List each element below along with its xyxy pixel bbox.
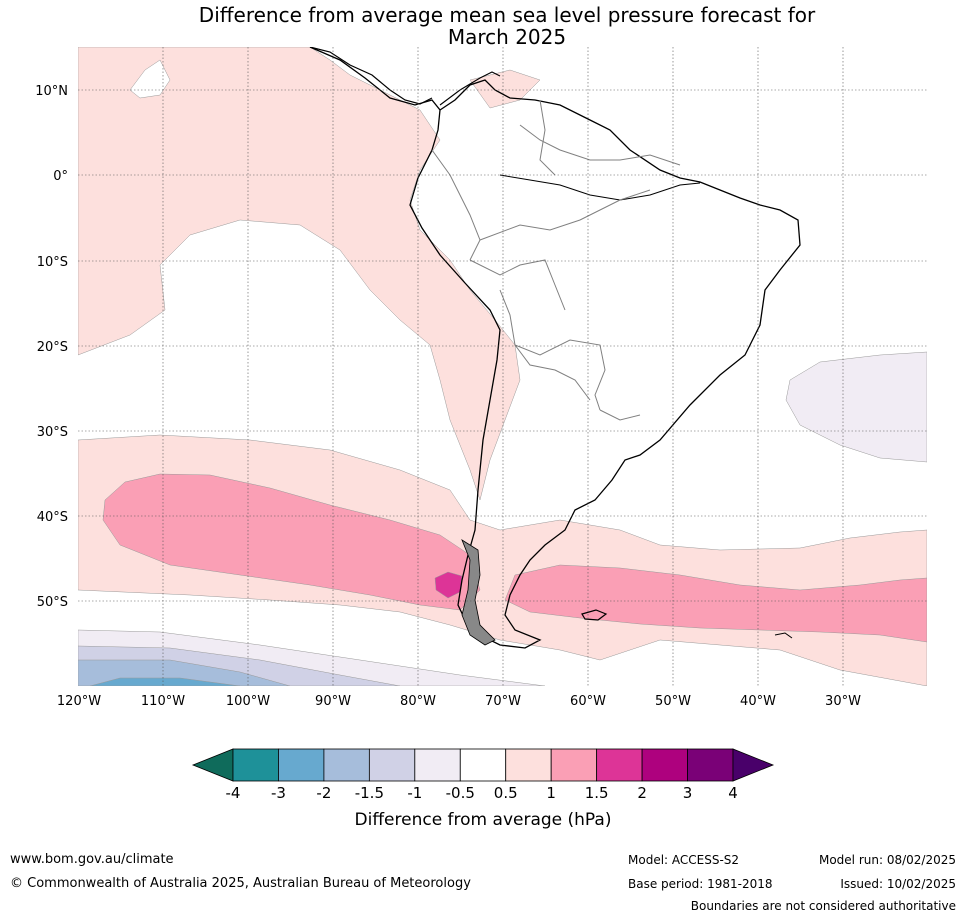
- lat-label-20s: 20°S: [37, 340, 68, 355]
- colorbar-tick-label: 3: [683, 784, 693, 802]
- lon-label-80w: 80°W: [400, 694, 436, 709]
- north-coast-line: [439, 71, 501, 106]
- colorbar-extend-low: [191, 748, 234, 782]
- lat-label-10n: 10°N: [35, 84, 68, 99]
- anomaly-region-neg3-to-neg2: [89, 677, 241, 686]
- colorbar-extend-high: [732, 748, 775, 782]
- footer-model: Model: ACCESS-S2: [628, 853, 740, 867]
- footer-model-run: Model run: 08/02/2025: [818, 853, 956, 867]
- colorbar-swatch: [641, 748, 688, 782]
- colorbar-swatch: [414, 748, 461, 782]
- colorbar-tick-label: -4: [226, 784, 241, 802]
- colorbar-swatch: [459, 748, 507, 782]
- chilean-archipelago: [461, 539, 496, 646]
- colorbar-swatch: [687, 748, 734, 782]
- lat-label-0: 0°: [53, 169, 68, 184]
- lon-label-30w: 30°W: [825, 694, 861, 709]
- anomaly-region-neg1-to-neg0p5-atlantic: [785, 351, 927, 463]
- colorbar-label: Difference from average (hPa): [355, 810, 612, 830]
- colorbar-swatch: [368, 748, 416, 782]
- colorbar-swatch: [505, 748, 552, 782]
- colorbar-tick-label: 4: [728, 784, 738, 802]
- country-boundaries: [431, 99, 681, 421]
- colorbar: -4 -3 -2 -1.5 -1 -0.5 0.5 1 1.5 2 3 4: [191, 748, 775, 802]
- footer-website: www.bom.gov.au/climate: [10, 852, 174, 867]
- lon-label-70w: 70°W: [485, 694, 521, 709]
- lon-label-90w: 90°W: [315, 694, 351, 709]
- lat-label-10s: 10°S: [37, 255, 68, 270]
- anomaly-region-0p5-to-1-north: [78, 47, 521, 501]
- lon-label-120w: 120°W: [57, 694, 101, 709]
- map-title-line-2: March 2025: [447, 25, 567, 49]
- colorbar-swatch: [596, 748, 643, 782]
- map-title-line-1: Difference from average mean sea level p…: [198, 3, 816, 27]
- colorbar-tick-label: -1: [407, 784, 422, 802]
- lon-label-50w: 50°W: [655, 694, 691, 709]
- falkland-islands: [581, 609, 608, 621]
- graticule: [78, 47, 927, 686]
- anomaly-region-1-to-1p5-pacific: [102, 473, 481, 611]
- footer-copyright: © Commonwealth of Australia 2025, Austra…: [10, 876, 471, 891]
- colorbar-tick-label: 2: [637, 784, 647, 802]
- south-georgia-island: [774, 632, 793, 639]
- colorbar-tick-label: 1: [546, 784, 556, 802]
- colorbar-tick-label: 0.5: [494, 784, 518, 802]
- central-america-coastline: [309, 47, 433, 105]
- lon-label-100w: 100°W: [226, 694, 270, 709]
- footer-disclaimer: Boundaries are not considered authoritat…: [690, 899, 956, 913]
- map-title: Difference from average mean sea level p…: [0, 4, 965, 48]
- lon-label-110w: 110°W: [141, 694, 185, 709]
- lon-label-60w: 60°W: [570, 694, 606, 709]
- amazon-river: [499, 174, 701, 201]
- footer-base-period: Base period: 1981-2018: [628, 877, 773, 891]
- colorbar-swatch: [232, 748, 279, 782]
- neutral-patch-north-pacific: [129, 59, 171, 99]
- lon-label-40w: 40°W: [740, 694, 776, 709]
- colorbar-swatch: [278, 748, 325, 782]
- south-america-coastline: [309, 47, 801, 649]
- colorbar-tick-label: -1.5: [355, 784, 384, 802]
- colorbar-tick-label: -3: [271, 784, 286, 802]
- colorbar-tick-label: 1.5: [585, 784, 609, 802]
- lat-label-40s: 40°S: [37, 510, 68, 525]
- lat-label-30s: 30°S: [37, 425, 68, 440]
- footer-issued: Issued: 10/02/2025: [840, 877, 956, 891]
- colorbar-swatch: [323, 748, 370, 782]
- anomaly-region-1-to-1p5-atlantic: [504, 564, 927, 643]
- lat-label-50s: 50°S: [37, 595, 68, 610]
- colorbar-swatch: [550, 748, 598, 782]
- colorbar-tick-label: -2: [316, 784, 331, 802]
- colorbar-tick-label: -0.5: [446, 784, 475, 802]
